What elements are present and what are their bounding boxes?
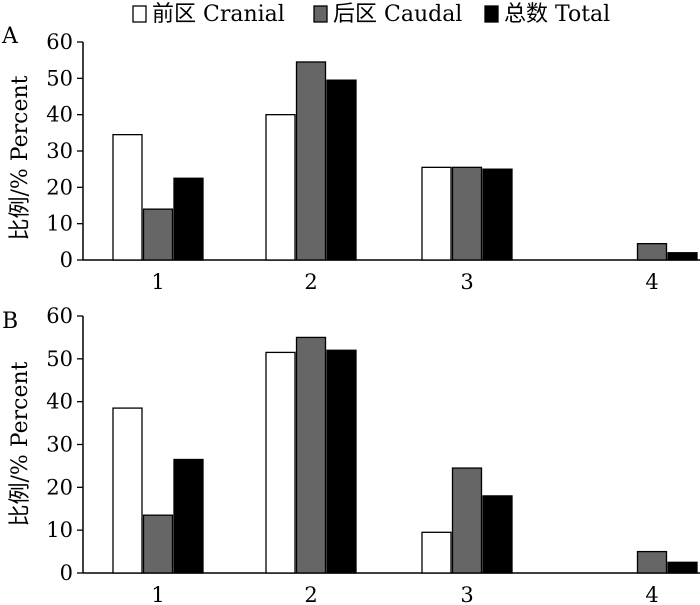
bar-cranial-3 xyxy=(421,531,452,574)
bar-caudal-1 xyxy=(142,208,174,261)
x-tick-label: 3 xyxy=(460,583,473,605)
x-tick-label: 4 xyxy=(645,583,658,605)
panel-label: A xyxy=(1,24,19,49)
legend-swatch-total xyxy=(484,5,499,23)
bar-total-2 xyxy=(326,79,357,261)
chart-panel-b: B 比例/% Percent 0 10 20 30 40 50 60 1 2 3 4 xyxy=(2,304,700,605)
x-tick-label: 2 xyxy=(304,270,317,294)
legend-label-total: 总数 Total xyxy=(504,2,610,27)
bar-total-1 xyxy=(173,177,204,261)
bar-total-3 xyxy=(482,495,513,574)
bar-total-4 xyxy=(667,252,698,261)
bar-cranial-1 xyxy=(112,133,143,261)
legend-swatch-cranial xyxy=(132,5,147,23)
chart-panel-a: A 比例/% Percent 0 10 20 30 40 50 60 1 2 3 4 xyxy=(1,24,700,294)
legend: 前区 Cranial 后区 Caudal 总数 Total xyxy=(132,2,610,27)
x-tick-label: 2 xyxy=(304,583,317,605)
bar-total-4 xyxy=(667,561,698,574)
legend-item-caudal: 后区 Caudal xyxy=(313,2,462,27)
bar-caudal-3 xyxy=(451,467,483,574)
bar-caudal-2 xyxy=(295,61,327,261)
y-tick-label: 0 xyxy=(60,561,73,585)
x-tick-label: 1 xyxy=(151,583,164,605)
bar-caudal-1 xyxy=(142,514,174,574)
y-tick-label: 10 xyxy=(46,212,73,236)
y-tick-label: 30 xyxy=(46,139,73,163)
bar-caudal-4 xyxy=(636,550,668,574)
x-tick-label: 3 xyxy=(460,270,473,294)
x-tick-label: 1 xyxy=(151,270,164,294)
panel-label: B xyxy=(2,309,18,334)
bar-cranial-2 xyxy=(265,114,296,261)
y-tick-label: 20 xyxy=(46,175,73,199)
y-axis-label: 比例/% Percent xyxy=(8,75,33,240)
bar-cranial-2 xyxy=(265,351,296,574)
legend-label-cranial: 前区 Cranial xyxy=(152,2,285,27)
y-tick-label: 40 xyxy=(46,390,73,414)
bar-cranial-1 xyxy=(112,407,143,574)
legend-item-cranial: 前区 Cranial xyxy=(132,2,285,27)
bar-total-2 xyxy=(326,349,357,574)
legend-swatch-caudal xyxy=(313,5,328,23)
bar-total-3 xyxy=(482,168,513,261)
y-tick-label: 30 xyxy=(46,433,73,457)
x-tick-label: 4 xyxy=(645,270,658,294)
legend-item-total: 总数 Total xyxy=(484,2,610,27)
y-axis-label: 比例/% Percent xyxy=(8,361,33,526)
y-tick-label: 20 xyxy=(46,475,73,499)
y-tick-label: 60 xyxy=(46,30,73,54)
y-tick-label: 50 xyxy=(46,347,73,371)
legend-label-caudal: 后区 Caudal xyxy=(333,2,462,27)
y-tick-label: 50 xyxy=(46,66,73,90)
y-tick-label: 10 xyxy=(46,518,73,542)
bar-caudal-4 xyxy=(636,242,668,261)
y-tick-label: 60 xyxy=(46,304,73,328)
bar-cranial-3 xyxy=(421,166,452,261)
bar-caudal-2 xyxy=(295,336,327,574)
bar-caudal-3 xyxy=(451,166,483,261)
bar-total-1 xyxy=(173,458,204,574)
y-tick-label: 40 xyxy=(46,103,73,127)
y-tick-label: 0 xyxy=(60,248,73,272)
